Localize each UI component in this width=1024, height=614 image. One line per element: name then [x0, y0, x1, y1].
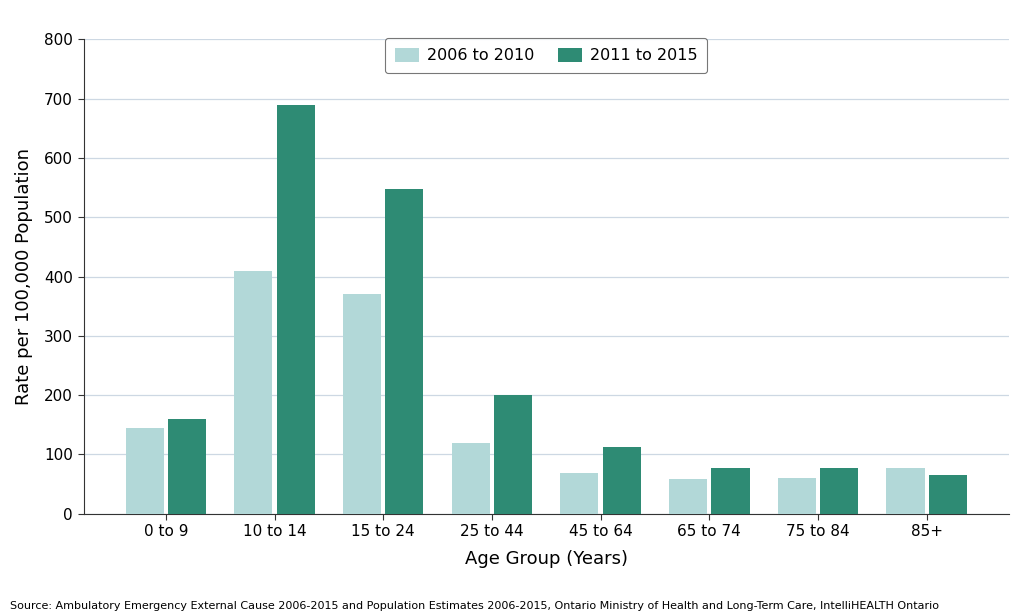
- Bar: [603, 447, 641, 514]
- Bar: [929, 475, 967, 514]
- Bar: [276, 104, 314, 514]
- Y-axis label: Rate per 100,000 Population: Rate per 100,000 Population: [15, 148, 33, 405]
- Bar: [495, 395, 532, 514]
- Bar: [126, 428, 164, 514]
- Bar: [560, 473, 598, 514]
- Bar: [452, 443, 489, 514]
- Text: Source: Ambulatory Emergency External Cause 2006-2015 and Population Estimates 2: Source: Ambulatory Emergency External Ca…: [10, 601, 939, 611]
- Bar: [887, 467, 925, 514]
- Bar: [669, 480, 708, 514]
- Bar: [168, 419, 206, 514]
- X-axis label: Age Group (Years): Age Group (Years): [465, 550, 628, 569]
- Bar: [820, 467, 858, 514]
- Bar: [343, 294, 381, 514]
- Legend: 2006 to 2010, 2011 to 2015: 2006 to 2010, 2011 to 2015: [385, 38, 708, 72]
- Bar: [712, 467, 750, 514]
- Bar: [778, 478, 816, 514]
- Bar: [234, 271, 272, 514]
- Bar: [385, 189, 424, 514]
